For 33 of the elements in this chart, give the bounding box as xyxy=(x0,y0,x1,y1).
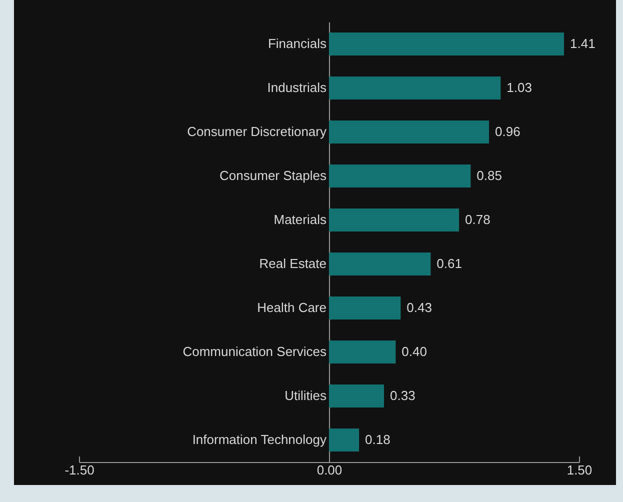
y-tick-label: Financials xyxy=(268,36,327,51)
data-label: 0.78 xyxy=(465,212,490,227)
y-tick-label: Industrials xyxy=(267,80,327,95)
bar xyxy=(329,120,489,144)
bar xyxy=(329,428,359,452)
data-label: 0.33 xyxy=(390,388,416,403)
y-tick-label: Materials xyxy=(274,212,327,227)
bar xyxy=(329,208,459,232)
bar xyxy=(329,252,431,276)
bar xyxy=(329,164,471,188)
y-tick-label: Consumer Staples xyxy=(220,168,327,183)
data-label: 1.03 xyxy=(506,80,532,95)
y-tick-label: Real Estate xyxy=(259,256,326,271)
data-label: 0.18 xyxy=(365,432,390,447)
y-tick-label: Utilities xyxy=(284,388,327,403)
data-label: 0.40 xyxy=(402,344,427,359)
x-tick-label: -1.50 xyxy=(64,462,94,478)
y-tick-label: Consumer Discretionary xyxy=(187,124,327,139)
data-label: 0.85 xyxy=(476,168,502,183)
y-tick-label: Health Care xyxy=(257,300,326,315)
data-label: 0.43 xyxy=(406,300,432,315)
bar xyxy=(329,340,396,364)
y-tick-label: Information Technology xyxy=(192,432,327,447)
x-tick-label: 1.50 xyxy=(566,462,592,478)
bar xyxy=(329,76,501,100)
data-label: 0.96 xyxy=(495,124,520,139)
data-label: 1.41 xyxy=(570,36,596,51)
data-label: 0.61 xyxy=(436,256,462,271)
bar xyxy=(329,296,401,320)
bar xyxy=(329,384,384,408)
x-tick-label: 0.00 xyxy=(316,462,342,478)
y-tick-label: Communication Services xyxy=(182,344,327,359)
bar xyxy=(329,32,564,56)
